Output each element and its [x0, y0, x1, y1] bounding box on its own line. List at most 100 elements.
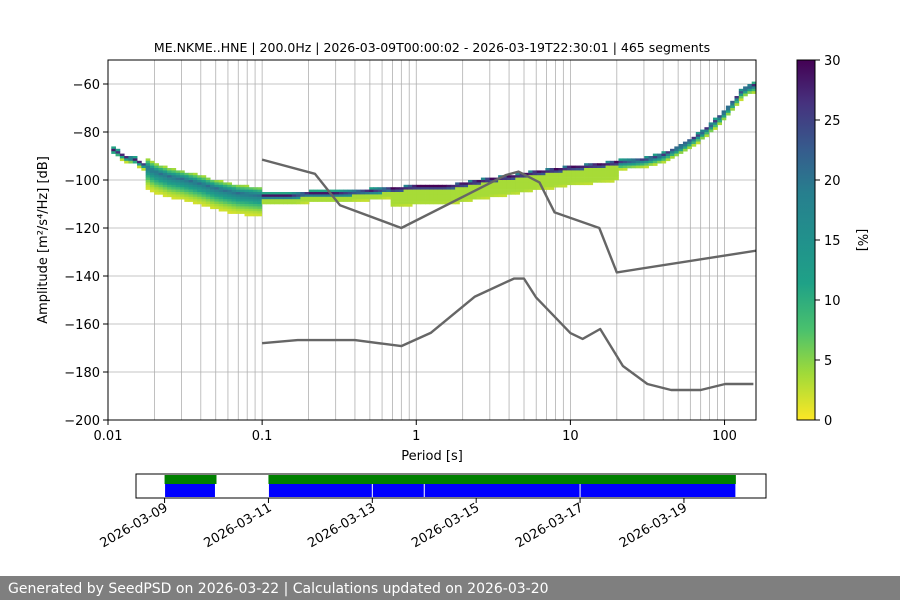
psd-bin	[450, 192, 456, 195]
y-tick-label: −60	[73, 78, 100, 93]
psd-bin	[205, 194, 211, 198]
psd-bin	[592, 180, 598, 183]
psd-bin	[154, 165, 159, 169]
psd-bin	[210, 187, 215, 190]
y-tick-label: −200	[64, 414, 100, 429]
psd-bin	[257, 211, 263, 214]
psd-bin	[145, 180, 151, 183]
psd-bin	[266, 201, 271, 205]
psd-bin	[584, 172, 589, 176]
psd-bin	[373, 192, 379, 195]
psd-bin	[227, 187, 233, 190]
psd-bin	[403, 201, 409, 205]
psd-bin	[304, 199, 310, 202]
psd-bin	[412, 196, 417, 200]
psd-bin	[738, 96, 744, 99]
psd-bin	[188, 196, 194, 200]
psd-bin	[180, 187, 185, 190]
psd-bin	[210, 189, 215, 193]
psd-bin	[347, 196, 353, 200]
psd-bin	[442, 196, 447, 200]
psd-bin	[446, 192, 452, 195]
psd-bin	[455, 189, 460, 193]
psd-bin	[145, 160, 151, 164]
psd-bin	[459, 182, 465, 186]
psd-bin	[291, 201, 297, 205]
psd-bin	[420, 199, 426, 202]
psd-bin	[188, 180, 194, 183]
psd-bin	[506, 189, 512, 193]
psd-bin	[205, 189, 211, 193]
psd-bin	[631, 165, 637, 169]
psd-bin	[386, 194, 392, 198]
psd-bin	[214, 184, 220, 188]
y-tick-label: −100	[64, 174, 100, 189]
psd-bin	[197, 196, 202, 200]
psd-bin	[635, 165, 641, 169]
psd-bin	[175, 177, 181, 181]
psd-bin	[635, 160, 641, 164]
psd-bin	[171, 177, 177, 181]
psd-bin	[515, 192, 520, 195]
psd-bin	[463, 199, 469, 202]
psd-bin	[218, 196, 224, 200]
psd-bin	[541, 175, 546, 178]
psd-bin	[609, 165, 615, 169]
psd-bin	[743, 88, 748, 92]
psd-bin	[480, 196, 486, 200]
psd-bin	[442, 184, 447, 188]
y-tick-label: −180	[64, 366, 100, 381]
psd-bin	[227, 184, 233, 188]
psd-bin	[240, 187, 245, 190]
psd-bin	[592, 165, 598, 169]
psd-bin	[145, 184, 151, 188]
psd-bin	[562, 168, 568, 171]
psd-bin	[704, 127, 710, 130]
psd-bin	[420, 192, 426, 195]
psd-bin	[489, 182, 495, 186]
psd-bin	[180, 196, 185, 200]
psd-bin	[609, 180, 615, 183]
psd-bin	[511, 189, 516, 193]
y-axis: −200 −180 −160 −140 −120 −100 −80 −60	[64, 78, 108, 429]
psd-bin	[549, 172, 555, 176]
psd-bin	[270, 201, 275, 205]
psd-bin	[201, 175, 207, 178]
psd-bin	[210, 192, 215, 195]
psd-bin	[588, 180, 594, 183]
psd-bin	[566, 180, 572, 183]
psd-bin	[502, 192, 508, 195]
psd-bin	[214, 192, 220, 195]
psd-bin	[648, 163, 654, 166]
psd-bin	[197, 187, 202, 190]
psd-bin	[210, 182, 215, 186]
psd-bin	[244, 184, 250, 188]
psd-bin	[506, 187, 512, 190]
psd-bin	[644, 163, 649, 166]
psd-bin	[184, 180, 190, 183]
psd-bin	[227, 192, 233, 195]
psd-bin	[416, 192, 422, 195]
psd-bin	[266, 196, 271, 200]
psd-bin	[446, 187, 452, 190]
psd-bin	[227, 201, 233, 205]
psd-bin	[158, 170, 164, 174]
psd-bin	[386, 187, 392, 190]
x-tick-label: 1	[412, 429, 420, 444]
psd-bin	[192, 175, 198, 178]
psd-bin	[403, 199, 409, 202]
psd-bin	[343, 199, 349, 202]
psd-bin	[687, 139, 692, 142]
psd-bin	[210, 201, 215, 205]
psd-bin	[412, 199, 417, 202]
psd-bin	[347, 194, 353, 198]
psd-bin	[721, 115, 727, 118]
psd-bin	[425, 189, 430, 193]
colorbar-tick-label: 20	[824, 174, 841, 189]
psd-bin	[506, 192, 512, 195]
psd-bin	[300, 201, 306, 205]
psd-bin	[489, 177, 495, 181]
psd-bin	[171, 196, 177, 200]
psd-bin	[192, 184, 198, 188]
psd-bin	[498, 182, 503, 186]
